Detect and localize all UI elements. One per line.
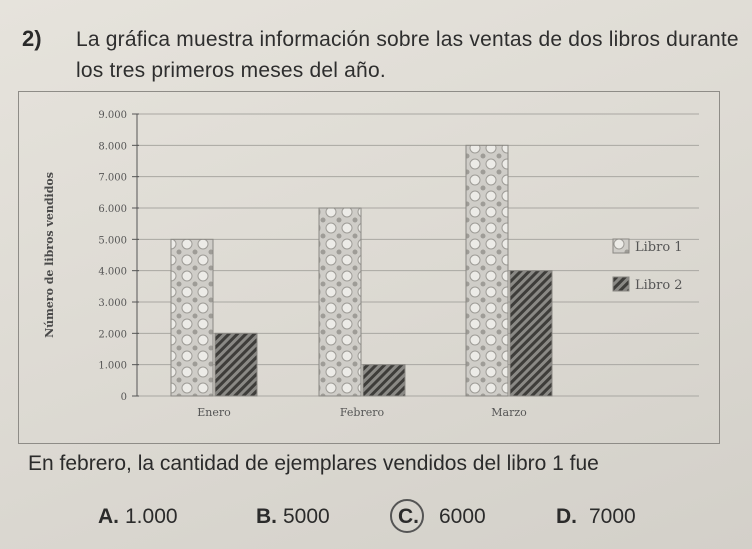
legend-label: Libro 2 bbox=[635, 278, 683, 293]
bar-libro-2-enero bbox=[214, 332, 258, 397]
legend-swatch bbox=[612, 238, 630, 254]
y-tick-label: 1.000 bbox=[98, 361, 127, 372]
bar-libro-2-febrero bbox=[362, 364, 406, 397]
y-tick-label: 0 bbox=[121, 392, 127, 403]
y-tick-label: 6.000 bbox=[98, 204, 127, 215]
bar-libro-1-febrero bbox=[318, 207, 362, 397]
option-a-letter: A. bbox=[98, 505, 119, 528]
y-tick-label: 9.000 bbox=[98, 110, 127, 121]
bar-libro-1-enero bbox=[170, 238, 214, 397]
y-tick-label: 2.000 bbox=[98, 329, 127, 340]
question-number: 2) bbox=[22, 26, 42, 51]
x-tick-label: Enero bbox=[197, 406, 231, 419]
chart-frame: 0 1.000 2.000 3.000 4.000 5.000 6.000 7.000 8.00… bbox=[18, 91, 720, 444]
answer-prompt: En febrero, la cantidad de ejemplares ve… bbox=[28, 452, 599, 475]
bar-libro-2-marzo bbox=[509, 270, 553, 397]
legend-swatch bbox=[612, 276, 630, 292]
selected-answer-circle bbox=[390, 499, 424, 533]
option-b-letter: B. bbox=[256, 505, 277, 528]
y-tick-label: 8.000 bbox=[98, 141, 127, 152]
option-d[interactable]: D. 7000 bbox=[556, 505, 636, 529]
y-tick-label: 5.000 bbox=[98, 235, 127, 246]
y-axis-label: Número de libros vendidos bbox=[43, 172, 56, 338]
option-a-value: 1.000 bbox=[125, 505, 178, 528]
option-c-value: 6000 bbox=[439, 505, 486, 528]
question-text: La gráfica muestra información sobre las… bbox=[76, 28, 739, 82]
legend-label: Libro 1 bbox=[635, 240, 683, 255]
option-c-letter: C. bbox=[398, 505, 419, 528]
option-d-value: 7000 bbox=[589, 505, 636, 528]
y-tick-label: 7.000 bbox=[98, 173, 127, 184]
option-b-value: 5000 bbox=[283, 505, 330, 528]
y-tick-label: 4.000 bbox=[98, 267, 127, 278]
x-tick-label: Marzo bbox=[491, 406, 527, 419]
option-b[interactable]: B. 5000 bbox=[256, 505, 330, 529]
option-a[interactable]: A. 1.000 bbox=[98, 505, 178, 529]
x-tick-label: Febrero bbox=[340, 406, 385, 419]
bar-libro-1-marzo bbox=[465, 144, 509, 397]
y-tick-label: 3.000 bbox=[98, 298, 127, 309]
bar-chart: 0 1.000 2.000 3.000 4.000 5.000 6.000 7.000 8.00… bbox=[43, 110, 699, 419]
option-d-letter: D. bbox=[556, 505, 577, 528]
option-c[interactable]: C. 6000 bbox=[398, 505, 486, 529]
